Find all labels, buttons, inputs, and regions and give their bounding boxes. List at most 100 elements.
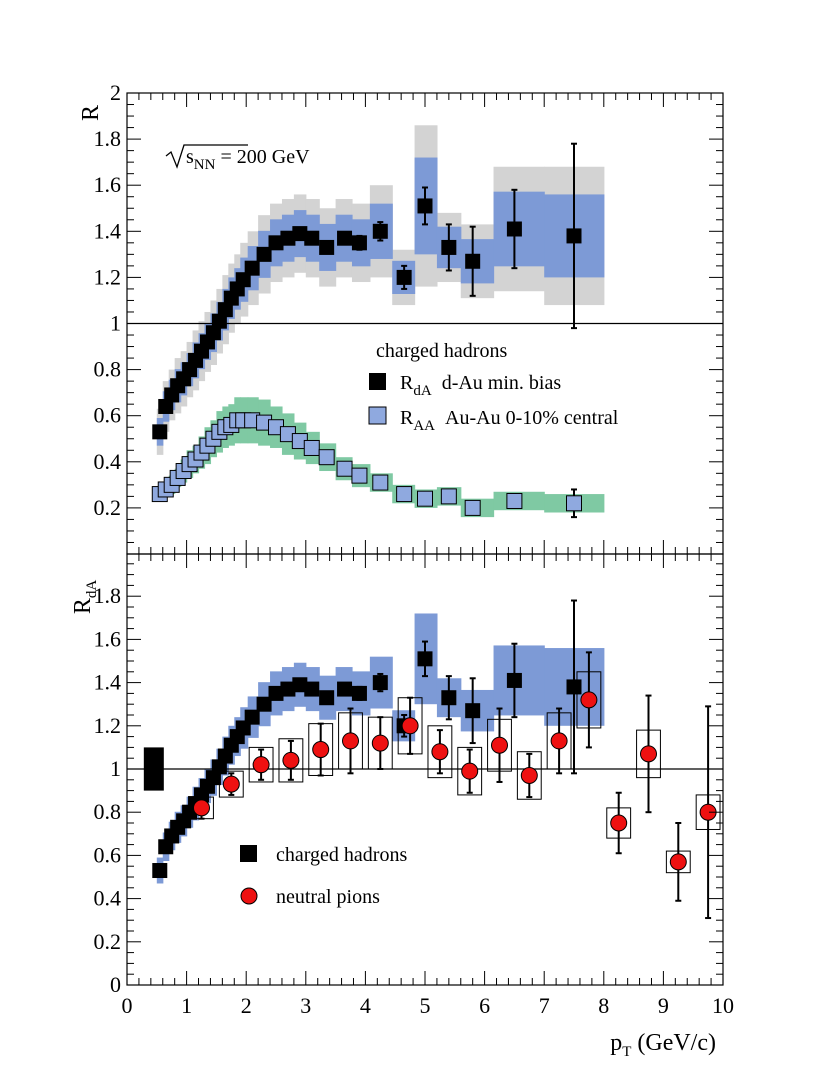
hadron-point [372, 675, 388, 691]
bottom-y-tick-label: 0.8 [94, 799, 122, 824]
legend-marker-rda [369, 373, 386, 390]
top-y-axis-title: R [78, 105, 104, 121]
hadron-point [337, 681, 353, 697]
rda-point [205, 325, 221, 341]
hadron-point [465, 703, 481, 719]
bottom-y-tick-label: 1.4 [94, 670, 122, 695]
top-y-tick-label: 2 [110, 80, 121, 105]
pion-point [342, 732, 359, 750]
energy-annotation: sNN = 200 GeV [165, 144, 310, 173]
raa-point [351, 467, 368, 484]
x-tick-label: 1 [181, 993, 192, 1018]
rda-point [337, 230, 353, 246]
x-tick-label: 8 [598, 993, 609, 1018]
pion-point [461, 762, 479, 780]
legend-marker-raa [368, 406, 387, 425]
pion-point [401, 717, 419, 735]
rda-point [396, 269, 412, 285]
x-tick-label: 5 [420, 993, 431, 1018]
raa-point [396, 486, 413, 503]
legend-label-rda: RdA d-Au min. bias [400, 372, 561, 399]
pion-sys-box [516, 751, 542, 800]
hadron-point [319, 690, 335, 706]
svg-text:sNN = 200 GeV: sNN = 200 GeV [186, 146, 310, 173]
legend-marker-pions [240, 887, 258, 905]
bottom-data-points [152, 651, 717, 879]
rda-point [417, 198, 433, 214]
rda-point [319, 239, 335, 255]
x-tick-label: 10 [712, 993, 734, 1018]
pion-point [252, 756, 270, 774]
x-tick-label: 2 [241, 993, 252, 1018]
hadron-point [244, 709, 260, 725]
top-panel: 0.2 0.4 0.6 0.8 1 1.2 1.4 1.6 1.8 2 R sNN = 200 G… [78, 80, 724, 555]
bottom-y-tick-label: 1.2 [94, 713, 122, 738]
raa-point [506, 492, 523, 509]
pion-point [580, 691, 598, 709]
raa-point [372, 474, 389, 491]
rda-point [506, 221, 522, 237]
rda-point [292, 226, 308, 242]
hadron-point [441, 690, 457, 706]
top-data-points [151, 198, 582, 516]
x-tick-label: 9 [658, 993, 669, 1018]
pion-sys-box [427, 725, 453, 779]
legend-label-raa: RAA Au-Au 0-10% central [400, 407, 619, 434]
top-y-tick-label: 1.4 [94, 218, 122, 243]
rda-point [256, 246, 272, 262]
pion-sys-box [457, 746, 483, 796]
hadron-point [417, 651, 433, 667]
raa-point [417, 490, 433, 507]
x-tick-label: 3 [300, 993, 311, 1018]
bottom-y-tick-label: 0.2 [94, 929, 122, 954]
x-tick-label: 0 [122, 993, 133, 1018]
bottom-y-tick-label: 0.4 [94, 886, 122, 911]
raa-point [464, 499, 481, 516]
sqrt-sign [165, 144, 248, 169]
raa-point [566, 495, 582, 512]
hadron-point [506, 672, 522, 688]
pion-point [550, 732, 568, 750]
legend-label-hadrons: charged hadrons [276, 844, 407, 866]
pion-point [312, 741, 330, 759]
bottom-y-tick-label: 1.6 [94, 626, 122, 651]
hadron-point [304, 681, 320, 697]
hadron-point [280, 681, 296, 697]
raa-point [440, 488, 457, 505]
rda-point [235, 272, 251, 288]
pion-point [193, 799, 210, 817]
bottom-error-bars [198, 599, 712, 920]
top-legend: charged hadrons RdA d-Au min. bias RAA Au-… [368, 340, 619, 434]
bottom-panel: 0 0.2 0.4 0.6 0.8 1 1.2 1.4 1.6 1.8 0 1 2 3 4 5 6 7 8 9 10 R… [70, 553, 734, 1060]
legend-label-pions: neutral pions [276, 886, 380, 908]
rda-point [441, 239, 457, 255]
rda-point [268, 235, 284, 251]
top-y-tick-label: 1.6 [94, 172, 122, 197]
top-y-tick-label: 1.2 [94, 264, 122, 289]
rda-point [244, 260, 260, 276]
raa-point [336, 460, 353, 477]
rda-point [372, 223, 388, 239]
pion-point [610, 814, 628, 832]
legend-title: charged hadrons [376, 340, 507, 362]
pion-point [222, 775, 240, 793]
top-y-tick-label: 0.4 [94, 449, 122, 474]
pion-point [491, 736, 508, 754]
pion-point [371, 734, 389, 752]
rda-point [158, 398, 174, 414]
rda-point [217, 302, 233, 318]
raa-point [318, 449, 335, 466]
top-y-tick-label: 0.2 [94, 495, 122, 520]
x-axis-title: pT (GeV/c) [610, 1030, 716, 1060]
rda-point [465, 253, 481, 269]
pion-point [431, 743, 449, 761]
pion-point [282, 751, 300, 769]
pion-sys-box [248, 746, 274, 783]
pion-sys-box [278, 738, 304, 783]
bottom-y-tick-label: 0.6 [94, 842, 122, 867]
bottom-y-tick-label: 1 [110, 756, 121, 781]
bottom-legend: charged hadrons neutral pions [240, 844, 407, 908]
rda-point [280, 230, 296, 246]
pion-point [669, 853, 687, 871]
